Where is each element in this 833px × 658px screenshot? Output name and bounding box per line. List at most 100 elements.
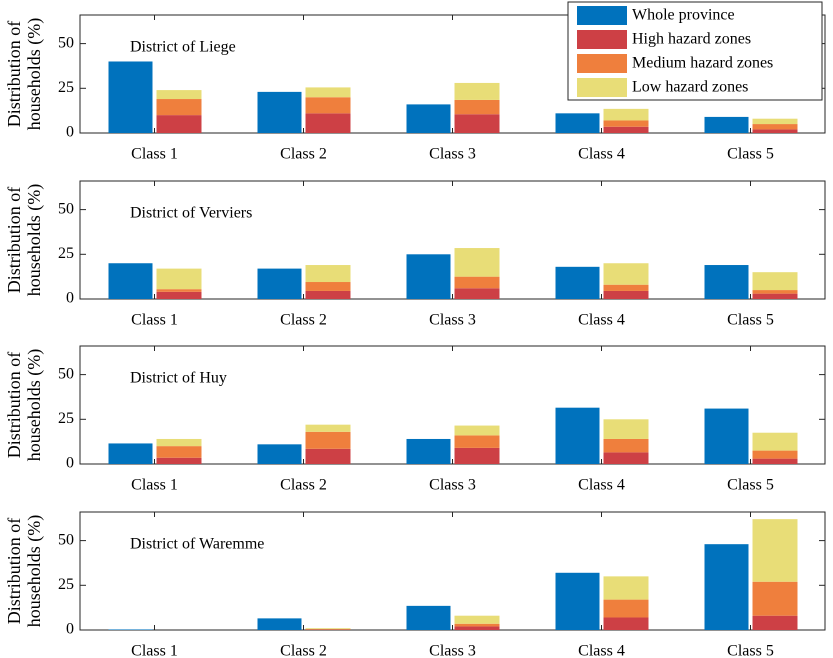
y-tick-label: 50 — [58, 531, 74, 548]
bar-segment — [305, 290, 351, 299]
legend-swatch — [577, 78, 627, 97]
x-tick-label: Class 5 — [727, 477, 774, 494]
bar-segment — [454, 447, 500, 464]
bar — [704, 265, 749, 299]
bar-segment — [156, 90, 202, 100]
bar — [108, 61, 153, 133]
bar-segment — [752, 615, 798, 630]
y-tick-label: 50 — [58, 365, 74, 382]
bar-segment — [454, 615, 500, 624]
bar — [704, 408, 749, 464]
bar-segment — [752, 293, 798, 299]
y-tick-label: 25 — [58, 245, 74, 262]
x-tick-label: Class 5 — [727, 146, 774, 163]
bar — [555, 572, 600, 630]
bar — [257, 268, 302, 299]
y-axis-label: households (%) — [24, 349, 45, 461]
x-tick-label: Class 4 — [578, 312, 625, 329]
bar-segment — [454, 425, 500, 436]
bar-segment — [752, 450, 798, 459]
bar-segment — [156, 115, 202, 133]
bar — [704, 116, 749, 133]
y-tick-label: 25 — [58, 410, 74, 427]
x-tick-label: Class 4 — [578, 643, 625, 658]
bar-segment — [454, 276, 500, 289]
bar — [257, 444, 302, 464]
x-tick-label: Class 2 — [280, 146, 327, 163]
bar — [406, 438, 451, 464]
bar-segment — [603, 126, 649, 133]
legend-label: Medium hazard zones — [632, 55, 773, 72]
x-tick-label: Class 1 — [131, 146, 178, 163]
x-tick-label: Class 2 — [280, 312, 327, 329]
legend-swatch — [577, 30, 627, 49]
bar-segment — [454, 626, 500, 630]
bar — [406, 254, 451, 299]
bar-segment — [305, 431, 351, 449]
bar — [406, 104, 451, 133]
bar-segment — [454, 623, 500, 627]
y-tick-label: 0 — [66, 621, 74, 638]
y-tick-label: 0 — [66, 455, 74, 472]
y-tick-label: 25 — [58, 576, 74, 593]
bar-segment — [156, 268, 202, 290]
x-tick-label: Class 3 — [429, 477, 476, 494]
legend-label: High hazard zones — [632, 31, 751, 48]
x-tick-label: Class 3 — [429, 312, 476, 329]
bar-segment — [752, 272, 798, 291]
bar-segment — [454, 114, 500, 133]
panel-title: District of Liege — [130, 39, 236, 56]
panel-title: District of Verviers — [130, 205, 252, 222]
bar-segment — [454, 82, 500, 100]
bar — [108, 443, 153, 464]
y-axis-label: Distribution of — [4, 352, 24, 459]
x-tick-label: Class 5 — [727, 312, 774, 329]
bar-segment — [603, 263, 649, 285]
bar — [108, 629, 153, 630]
y-tick-label: 0 — [66, 290, 74, 307]
bar-segment — [454, 248, 500, 277]
x-tick-label: Class 5 — [727, 643, 774, 658]
bar-segment — [156, 457, 202, 464]
legend-label: Low hazard zones — [632, 79, 748, 96]
panel-title: District of Huy — [130, 370, 227, 387]
bar-segment — [752, 519, 798, 582]
y-axis-label: Distribution of — [4, 518, 24, 625]
bar-segment — [305, 282, 351, 291]
bar-segment — [305, 265, 351, 283]
bar-segment — [603, 108, 649, 121]
bar-segment — [305, 97, 351, 114]
bar-segment — [603, 576, 649, 600]
bar-segment — [454, 435, 500, 448]
y-axis-label: Distribution of — [4, 187, 24, 294]
bar-segment — [752, 458, 798, 464]
bar — [555, 113, 600, 133]
bar-segment — [752, 290, 798, 294]
bar — [108, 263, 153, 299]
legend-swatch — [577, 6, 627, 25]
bar-segment — [305, 448, 351, 464]
bar-segment — [156, 99, 202, 116]
y-tick-label: 25 — [58, 79, 74, 96]
y-axis-label: households (%) — [24, 515, 45, 627]
bar-segment — [752, 118, 798, 125]
x-tick-label: Class 4 — [578, 146, 625, 163]
x-tick-label: Class 3 — [429, 146, 476, 163]
bar-segment — [603, 599, 649, 618]
bar-segment — [305, 628, 351, 630]
x-tick-label: Class 1 — [131, 312, 178, 329]
panel-title: District of Waremme — [130, 536, 264, 553]
bar — [555, 266, 600, 299]
bar — [555, 407, 600, 464]
bar-segment — [603, 284, 649, 291]
legend-label: Whole province — [632, 7, 735, 24]
bar-segment — [305, 424, 351, 432]
x-tick-label: Class 2 — [280, 477, 327, 494]
y-tick-label: 50 — [58, 34, 74, 51]
x-tick-label: Class 1 — [131, 643, 178, 658]
bar-segment — [752, 581, 798, 616]
bar-segment — [156, 291, 202, 299]
bar-segment — [156, 438, 202, 447]
bar-segment — [454, 99, 500, 115]
bar-segment — [156, 289, 202, 292]
